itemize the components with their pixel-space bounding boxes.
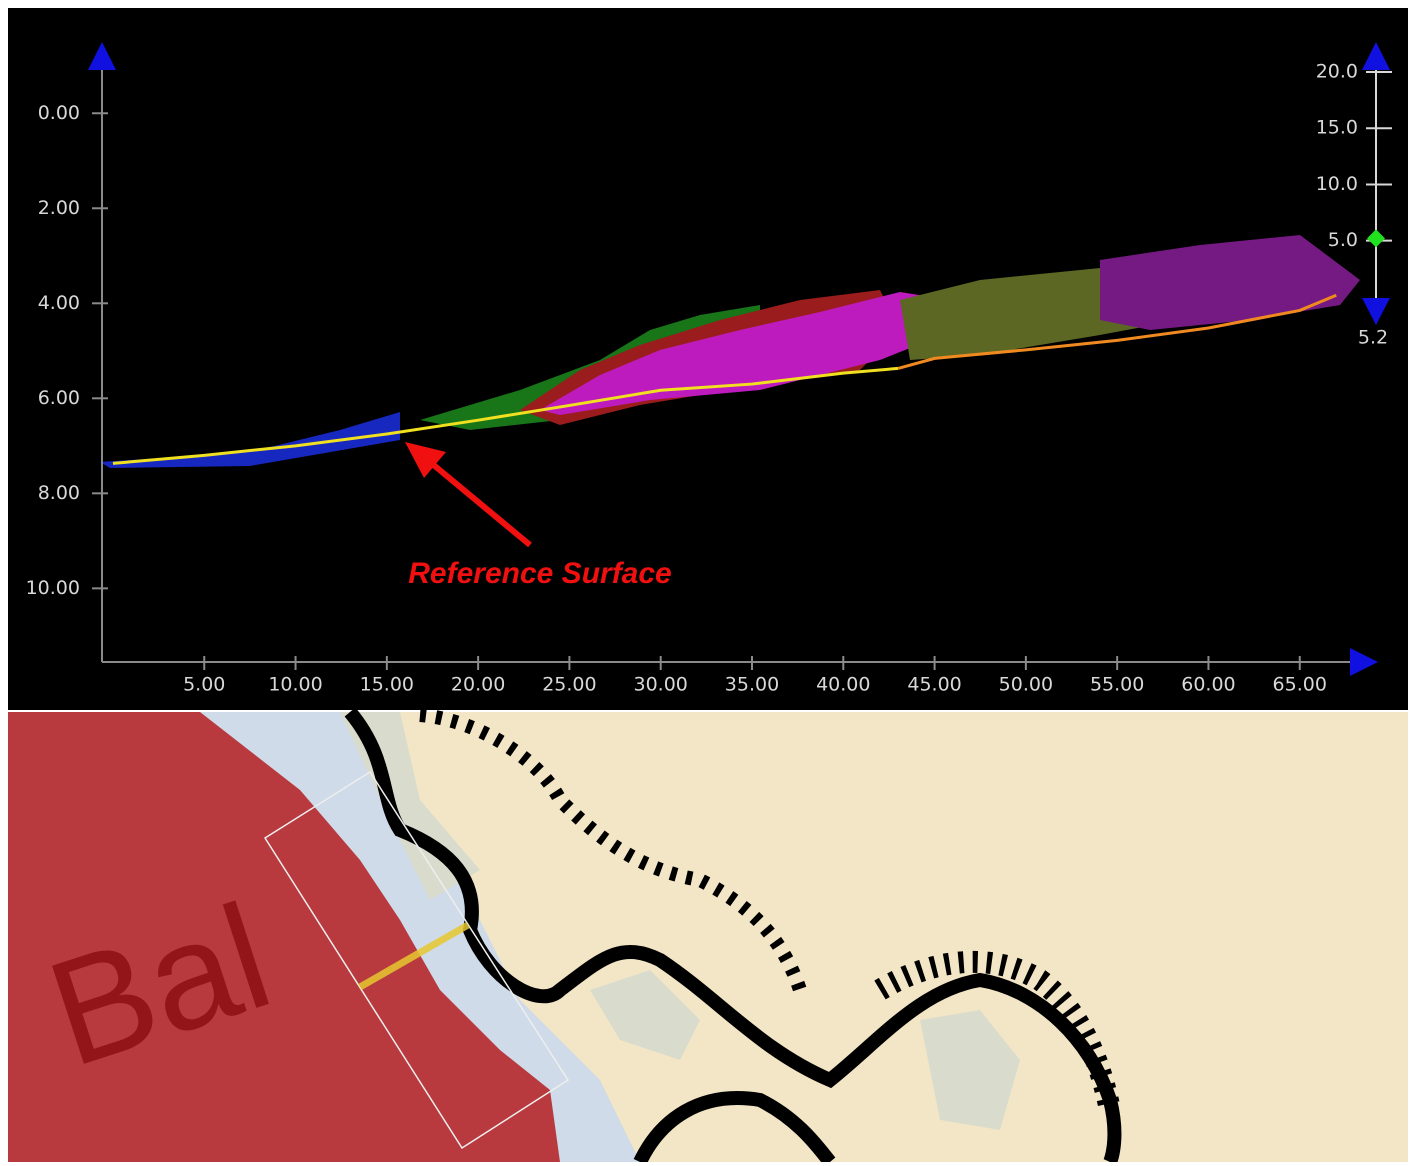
slider-tick-label: 5.0: [1328, 229, 1358, 251]
x-tick-label: 25.00: [542, 674, 596, 696]
screen: Reference Surface Bal 0.00 2.00 4.00 6.00 8.…: [0, 0, 1413, 1162]
x-tick-label: 40.00: [816, 674, 870, 696]
x-tick-label: 10.00: [268, 674, 322, 696]
slider-value: 5.2: [1358, 327, 1388, 349]
x-tick-label: 60.00: [1181, 674, 1235, 696]
x-tick-label: 55.00: [1090, 674, 1144, 696]
y-tick-label: 2.00: [38, 197, 80, 219]
y-tick-label: 4.00: [38, 292, 80, 314]
y-tick-label: 6.00: [38, 387, 80, 409]
slider-tick-label: 20.0: [1316, 61, 1358, 83]
x-tick-label: 50.00: [999, 674, 1053, 696]
x-tick-label: 35.00: [725, 674, 779, 696]
map: Bal: [8, 712, 1408, 1162]
slider-tick-label: 10.0: [1316, 173, 1358, 195]
x-tick-label: 65.00: [1273, 674, 1327, 696]
y-tick-label: 10.00: [26, 577, 80, 599]
x-tick-label: 5.00: [183, 674, 225, 696]
y-tick-label: 0.00: [38, 102, 80, 124]
page: Reference Surface Bal 0.00 2.00 4.00 6.00 8.…: [0, 0, 1413, 1166]
x-tick-label: 15.00: [360, 674, 414, 696]
x-tick-label: 30.00: [634, 674, 688, 696]
slider-tick-label: 15.0: [1316, 117, 1358, 139]
y-tick-label: 8.00: [38, 482, 80, 504]
x-tick-label: 45.00: [907, 674, 961, 696]
x-tick-label: 20.00: [451, 674, 505, 696]
annotation: Reference Surface: [408, 557, 671, 590]
